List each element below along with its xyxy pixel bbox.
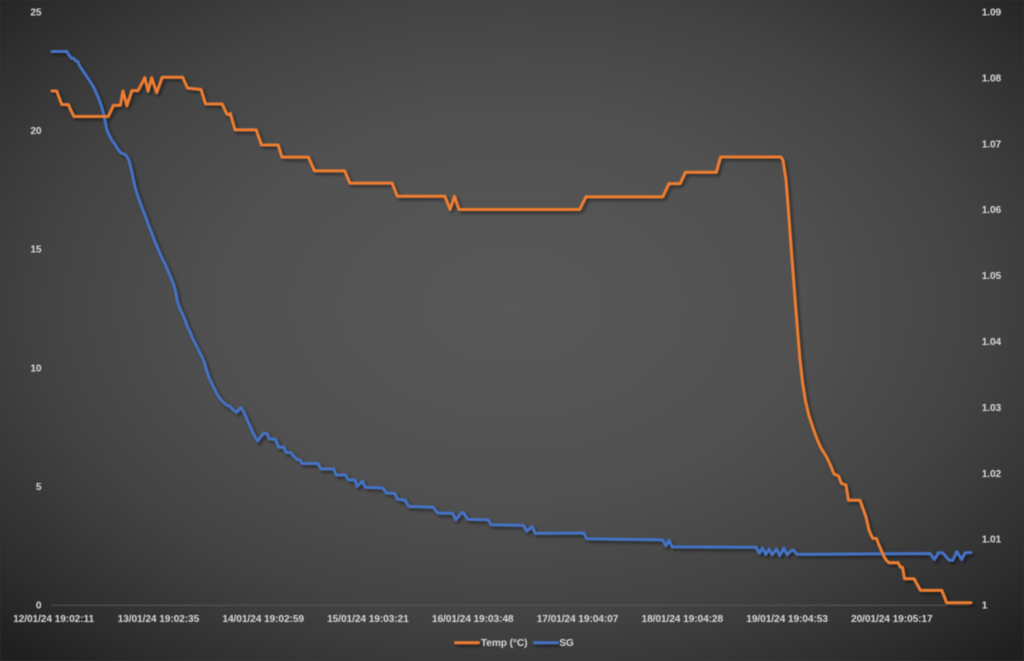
svg-text:1.06: 1.06 — [982, 205, 1002, 216]
svg-text:1.08: 1.08 — [982, 73, 1002, 84]
svg-text:13/01/24 19:02:35: 13/01/24 19:02:35 — [118, 614, 200, 625]
svg-text:19/01/24 19:04:53: 19/01/24 19:04:53 — [746, 614, 828, 625]
svg-text:1: 1 — [982, 601, 988, 612]
svg-text:SG: SG — [559, 638, 574, 649]
svg-text:1.03: 1.03 — [982, 403, 1002, 414]
svg-text:17/01/24 19:04:07: 17/01/24 19:04:07 — [537, 614, 619, 625]
svg-text:14/01/24 19:02:59: 14/01/24 19:02:59 — [222, 614, 304, 625]
svg-text:18/01/24 19:04:28: 18/01/24 19:04:28 — [642, 614, 724, 625]
svg-text:10: 10 — [30, 363, 42, 374]
svg-text:20/01/24 19:05:17: 20/01/24 19:05:17 — [851, 614, 933, 625]
svg-text:1.04: 1.04 — [982, 337, 1002, 348]
svg-text:1.07: 1.07 — [982, 139, 1002, 150]
svg-text:15: 15 — [30, 245, 42, 256]
svg-text:12/01/24 19:02:11: 12/01/24 19:02:11 — [13, 614, 94, 625]
svg-text:16/01/24 19:03:48: 16/01/24 19:03:48 — [432, 614, 514, 625]
svg-text:Temp (°C): Temp (°C) — [481, 638, 528, 649]
svg-text:1.05: 1.05 — [982, 271, 1002, 282]
svg-text:15/01/24 19:03:21: 15/01/24 19:03:21 — [327, 614, 409, 625]
svg-text:0: 0 — [36, 601, 42, 612]
svg-text:5: 5 — [36, 482, 42, 493]
svg-text:1.01: 1.01 — [982, 535, 1002, 546]
svg-text:20: 20 — [30, 126, 42, 137]
svg-text:25: 25 — [30, 8, 42, 19]
svg-text:1.02: 1.02 — [982, 469, 1002, 480]
svg-text:1.09: 1.09 — [982, 8, 1002, 19]
